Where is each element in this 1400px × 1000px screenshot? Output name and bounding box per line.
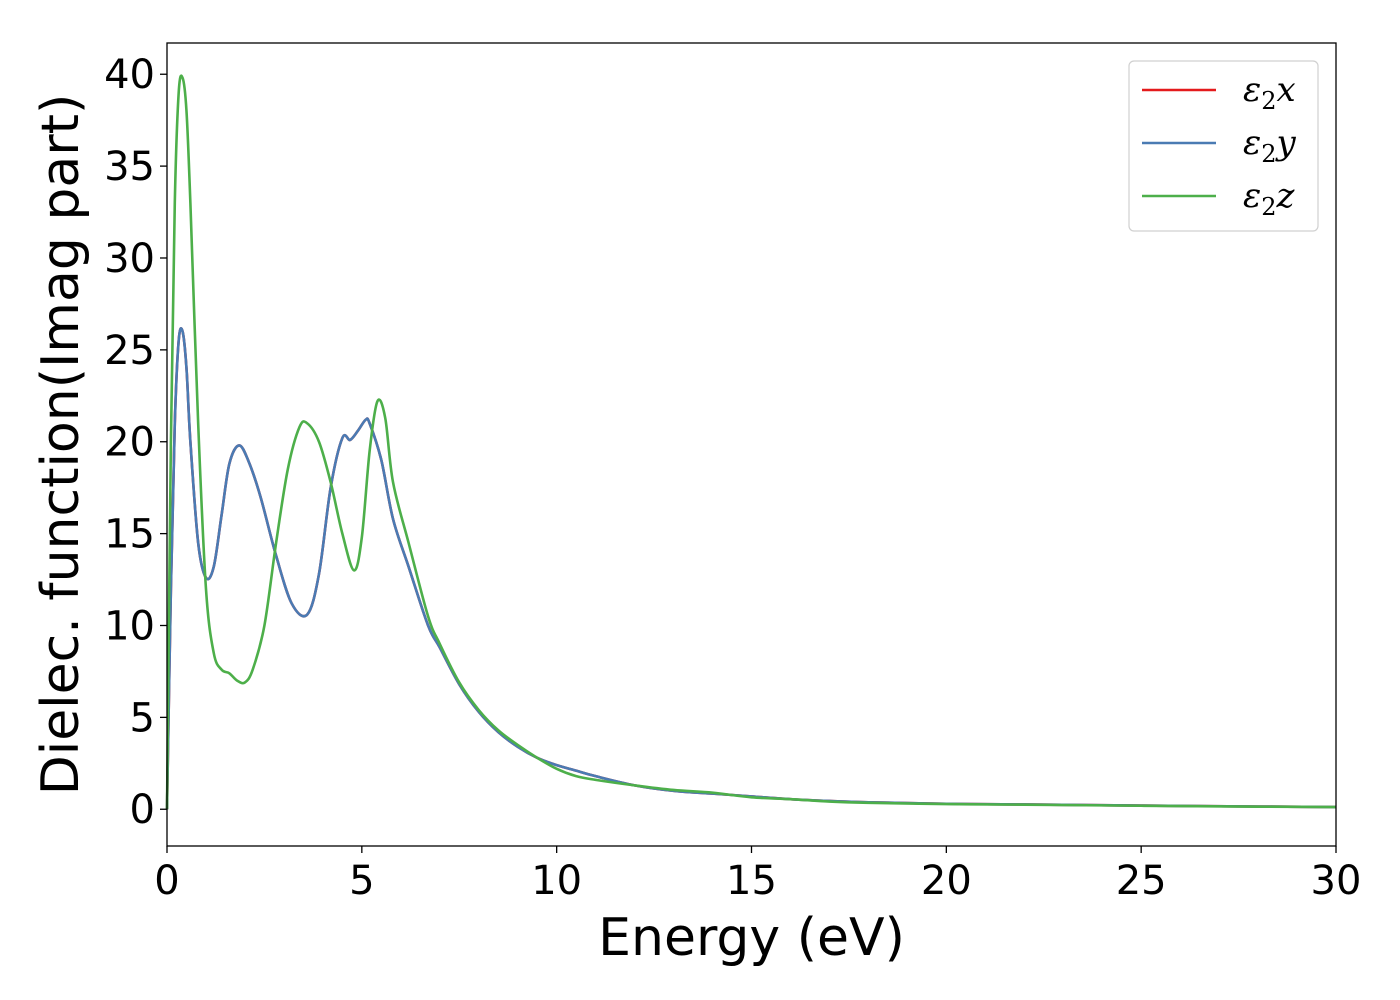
y-tick-label: 10 — [104, 603, 155, 649]
y-tick-label: 0 — [130, 787, 155, 833]
y-tick-label: 15 — [104, 512, 155, 558]
legend-box — [1128, 60, 1319, 232]
y-tick-label: 35 — [104, 144, 155, 190]
series-lines — [165, 74, 1337, 810]
legend-label-y: ε2y — [1243, 123, 1297, 168]
x-axis-label: Energy (eV) — [598, 908, 905, 968]
y-tick-label: 40 — [104, 52, 155, 98]
x-tick-label: 15 — [726, 858, 777, 904]
y-tick-label: 5 — [130, 695, 155, 741]
x-tick-label: 25 — [1116, 858, 1167, 904]
y-axis-ticks: 0 5 10 15 20 25 30 35 40 — [104, 52, 167, 833]
series-line-x — [165, 327, 1337, 810]
y-tick-label: 25 — [104, 328, 155, 374]
x-tick-label: 20 — [921, 858, 972, 904]
series-line-z — [165, 74, 1337, 810]
legend: ε2x ε2y ε2z — [1128, 60, 1319, 232]
y-tick-label: 20 — [104, 420, 155, 466]
x-tick-label: 10 — [531, 858, 582, 904]
y-axis-label: Dielec. function(Imag part) — [31, 94, 91, 796]
x-axis-ticks: 0 5 10 15 20 25 30 — [154, 846, 1361, 904]
y-tick-label: 30 — [104, 236, 155, 282]
legend-label-z: ε2z — [1243, 176, 1296, 221]
x-tick-label: 30 — [1311, 858, 1362, 904]
series-line-y — [165, 327, 1337, 810]
legend-label-x: ε2x — [1243, 70, 1296, 115]
x-tick-label: 0 — [154, 858, 179, 904]
x-tick-label: 5 — [349, 858, 374, 904]
